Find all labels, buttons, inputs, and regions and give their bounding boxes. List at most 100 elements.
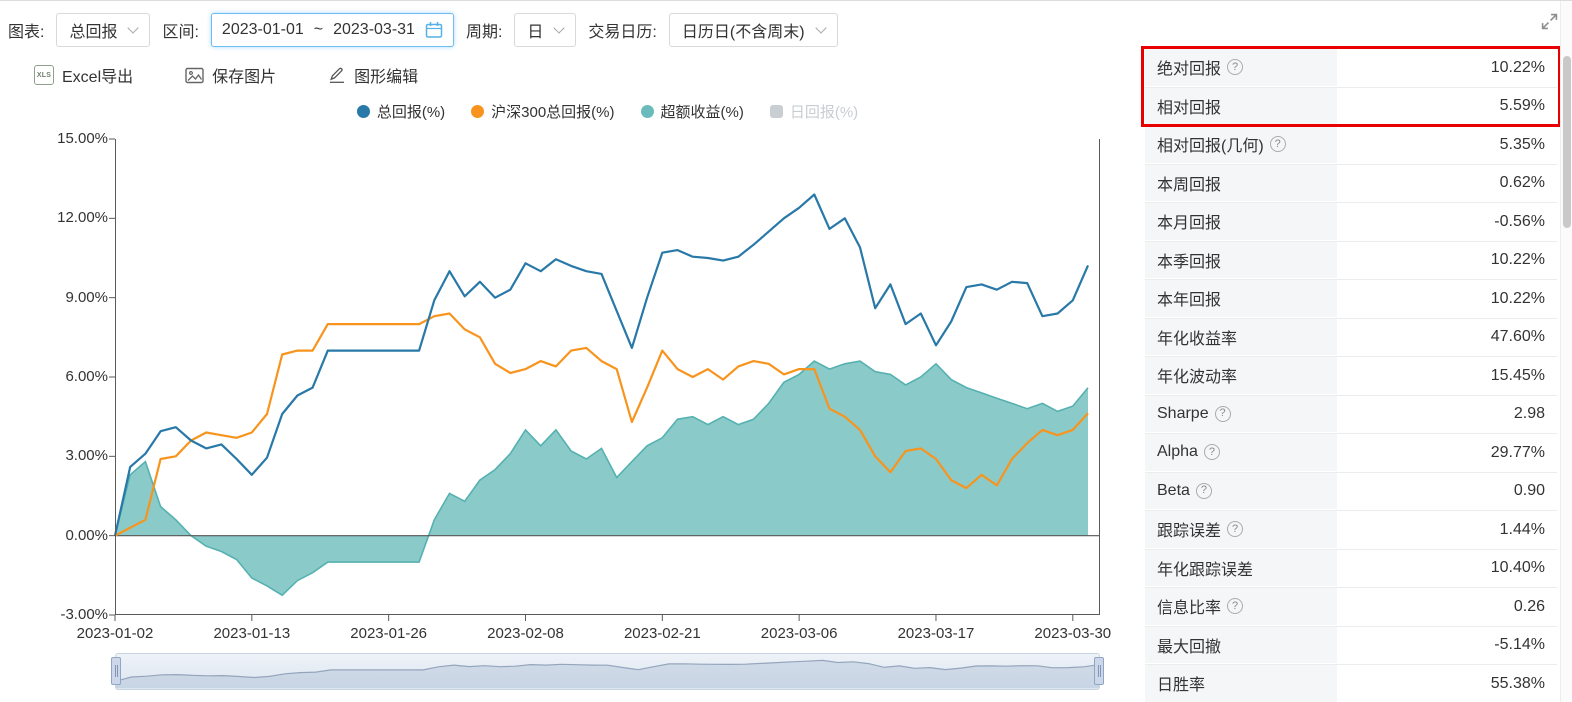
x-axis-label: 2023-01-02 bbox=[76, 625, 154, 642]
metric-row: 日胜率 55.38% bbox=[1145, 665, 1557, 702]
metric-label-cell: 本季回报 bbox=[1145, 241, 1337, 279]
scrollbar-track[interactable] bbox=[1560, 1, 1572, 702]
save-image-label: 保存图片 bbox=[212, 69, 277, 86]
trading-calendar-select[interactable]: 日历日(不含周末) bbox=[668, 13, 838, 47]
help-icon[interactable]: ? bbox=[1227, 598, 1244, 615]
y-axis-label: 12.00% bbox=[57, 209, 108, 227]
metric-row: 相对回报 5.59% bbox=[1145, 87, 1557, 126]
metric-value: 0.90 bbox=[1513, 482, 1545, 500]
metric-label: 年化波动率 bbox=[1157, 369, 1238, 387]
metric-label: 相对回报 bbox=[1157, 99, 1222, 117]
xls-file-icon: XLS bbox=[34, 65, 54, 85]
metric-value: 5.35% bbox=[1499, 135, 1545, 153]
metric-label-cell: 年化收益率 bbox=[1145, 318, 1337, 356]
range-start-value[interactable]: 2023-01-01 bbox=[221, 21, 304, 38]
chart-toolbar: 图表: 总回报 区间: 2023-01-01 ~ 2023-03-31 周期: … bbox=[8, 13, 838, 47]
legend-marker bbox=[769, 105, 783, 118]
metric-label-cell: 日胜率 bbox=[1145, 665, 1337, 702]
metric-label-cell: 本月回报 bbox=[1145, 203, 1337, 241]
edit-chart-label: 图形编辑 bbox=[354, 69, 419, 86]
metric-value: 5.59% bbox=[1499, 97, 1545, 115]
fullscreen-button[interactable] bbox=[1541, 13, 1558, 35]
y-axis-label: 9.00% bbox=[65, 288, 108, 306]
calendar-icon[interactable] bbox=[425, 21, 443, 39]
metric-label: 跟踪误差 bbox=[1157, 523, 1222, 541]
help-icon[interactable]: ? bbox=[1227, 521, 1244, 538]
slider-handle-left[interactable] bbox=[111, 657, 121, 685]
slider-handle-right[interactable] bbox=[1094, 657, 1104, 685]
metric-row: 年化波动率 15.45% bbox=[1145, 357, 1557, 396]
metric-label-cell: Sharpe? bbox=[1145, 395, 1337, 433]
metric-label-cell: 跟踪误差? bbox=[1145, 511, 1337, 549]
date-range-label: 区间: bbox=[162, 24, 199, 41]
legend-label: 沪深300总回报(%) bbox=[491, 104, 615, 121]
range-separator: ~ bbox=[313, 21, 324, 38]
metric-value: 10.40% bbox=[1490, 559, 1545, 577]
metric-row: 本年回报 10.22% bbox=[1145, 280, 1557, 319]
chart-legend: 总回报(%) 沪深300总回报(%) 超额收益(%) 日回报(%) bbox=[115, 101, 1100, 122]
legend-item-excess-return[interactable]: 超额收益(%) bbox=[640, 101, 744, 122]
chevron-down-icon bbox=[127, 21, 140, 34]
metric-label: 绝对回报 bbox=[1157, 61, 1222, 79]
metric-label-cell: 相对回报 bbox=[1145, 87, 1337, 125]
metric-value: 10.22% bbox=[1490, 251, 1545, 269]
metric-row: 年化跟踪误差 10.40% bbox=[1145, 549, 1557, 588]
return-chart[interactable] bbox=[109, 138, 1100, 621]
help-icon[interactable]: ? bbox=[1203, 444, 1220, 461]
chart-type-value: 总回报 bbox=[69, 24, 118, 41]
metric-value: 10.22% bbox=[1490, 289, 1545, 307]
x-axis-label: 2023-02-08 bbox=[487, 625, 564, 642]
x-axis-label: 2023-03-06 bbox=[760, 625, 838, 642]
scrollbar-thumb[interactable] bbox=[1563, 56, 1571, 228]
legend-item-total-return[interactable]: 总回报(%) bbox=[356, 101, 445, 122]
x-axis-label: 2023-03-17 bbox=[897, 625, 975, 642]
chart-type-label: 图表: bbox=[8, 24, 45, 41]
chart-actions: XLS Excel导出 保存图片 图形编辑 bbox=[34, 63, 418, 87]
pencil-icon bbox=[330, 67, 345, 83]
metric-label-cell: 本年回报 bbox=[1145, 280, 1337, 318]
legend-marker bbox=[640, 105, 654, 118]
metric-label: 本周回报 bbox=[1157, 176, 1222, 194]
y-axis-label: 6.00% bbox=[65, 368, 108, 385]
edit-chart-button[interactable]: 图形编辑 bbox=[328, 63, 418, 87]
chart-type-select[interactable]: 总回报 bbox=[56, 13, 151, 47]
x-axis: 2023-01-02 2023-01-13 2023-01-26 2023-02-08… bbox=[77, 625, 1112, 647]
help-icon[interactable]: ? bbox=[1227, 59, 1244, 76]
metric-row: 绝对回报? 10.22% bbox=[1145, 49, 1557, 88]
metric-value: -5.14% bbox=[1494, 636, 1545, 654]
excel-export-button[interactable]: XLS Excel导出 bbox=[34, 63, 133, 87]
metric-label-cell: 最大回撤 bbox=[1145, 626, 1337, 664]
metric-value: 0.62% bbox=[1499, 174, 1545, 192]
help-icon[interactable]: ? bbox=[1195, 482, 1212, 499]
data-zoom-preview bbox=[116, 659, 1099, 688]
metric-label-cell: 年化跟踪误差 bbox=[1145, 549, 1337, 587]
data-zoom-slider[interactable] bbox=[111, 653, 1104, 690]
legend-item-csi300-return[interactable]: 沪深300总回报(%) bbox=[471, 101, 615, 122]
metric-row: 最大回撤 -5.14% bbox=[1145, 626, 1557, 665]
range-end-value[interactable]: 2023-03-31 bbox=[333, 21, 415, 38]
metric-label: 本年回报 bbox=[1157, 292, 1222, 310]
x-axis-label: 2023-01-26 bbox=[350, 625, 428, 642]
metric-value: 47.60% bbox=[1490, 328, 1545, 346]
legend-marker bbox=[356, 105, 370, 118]
metric-label: 信息比率 bbox=[1157, 600, 1222, 618]
trading-calendar-label: 交易日历: bbox=[588, 24, 657, 41]
metric-value: 1.44% bbox=[1499, 520, 1545, 538]
date-range-input[interactable]: 2023-01-01 ~ 2023-03-31 bbox=[210, 13, 454, 47]
help-icon[interactable]: ? bbox=[1269, 136, 1286, 153]
save-image-button[interactable]: 保存图片 bbox=[185, 63, 276, 87]
help-icon[interactable]: ? bbox=[1214, 405, 1231, 422]
metric-label: 最大回撤 bbox=[1157, 638, 1222, 656]
legend-item-daily-return[interactable]: 日回报(%) bbox=[769, 101, 858, 122]
period-select[interactable]: 日 bbox=[514, 13, 577, 47]
metric-label-cell: 信息比率? bbox=[1145, 588, 1337, 626]
metric-row: 相对回报(几何)? 5.35% bbox=[1145, 126, 1557, 165]
x-axis-label: 2023-03-30 bbox=[1034, 625, 1112, 642]
metric-row: Sharpe? 2.98 bbox=[1145, 395, 1557, 434]
metric-value: 55.38% bbox=[1490, 674, 1545, 692]
trading-calendar-value: 日历日(不含周末) bbox=[681, 24, 805, 41]
period-value: 日 bbox=[527, 24, 544, 41]
metric-row: 信息比率? 0.26 bbox=[1145, 588, 1557, 627]
y-axis-label: 0.00% bbox=[65, 526, 108, 544]
metric-label: 相对回报(几何) bbox=[1157, 138, 1264, 156]
